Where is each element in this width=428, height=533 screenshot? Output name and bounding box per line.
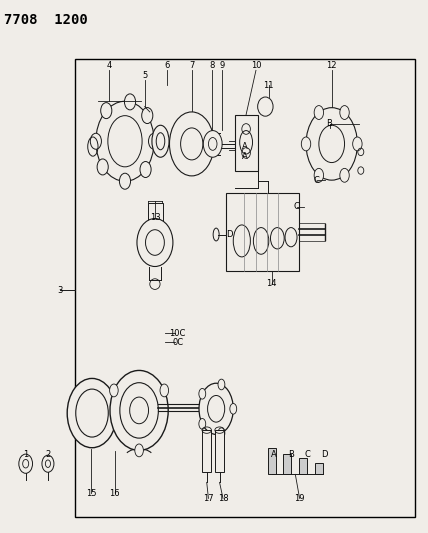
Ellipse shape: [149, 133, 160, 149]
Ellipse shape: [340, 168, 349, 182]
Ellipse shape: [199, 383, 233, 434]
Text: 13: 13: [150, 213, 160, 222]
Text: 14: 14: [267, 279, 277, 288]
Text: 8: 8: [209, 61, 214, 70]
Ellipse shape: [110, 370, 168, 450]
Text: D: D: [321, 450, 328, 458]
Text: 3: 3: [57, 286, 62, 295]
Ellipse shape: [137, 219, 173, 266]
Text: B: B: [288, 450, 294, 458]
Text: A: A: [241, 142, 247, 151]
Text: D: D: [226, 230, 232, 239]
Bar: [226, 193, 299, 271]
Bar: [315, 463, 323, 474]
Text: 1: 1: [23, 450, 28, 458]
Ellipse shape: [314, 168, 324, 182]
Text: 19: 19: [294, 494, 305, 503]
Ellipse shape: [119, 173, 131, 189]
Text: 10: 10: [251, 61, 261, 70]
Ellipse shape: [96, 101, 154, 181]
Text: 0C: 0C: [172, 338, 183, 346]
Ellipse shape: [140, 161, 151, 177]
Text: 16: 16: [110, 489, 120, 497]
Text: 4: 4: [107, 61, 112, 70]
Ellipse shape: [199, 389, 206, 399]
Ellipse shape: [101, 103, 112, 119]
Text: 12: 12: [327, 61, 337, 70]
Ellipse shape: [218, 379, 225, 390]
Text: 5: 5: [142, 71, 147, 80]
Ellipse shape: [67, 378, 117, 448]
Ellipse shape: [301, 137, 311, 151]
Text: 10C: 10C: [169, 329, 186, 337]
Text: C: C: [314, 176, 320, 184]
Text: 11: 11: [264, 81, 274, 90]
Ellipse shape: [42, 455, 54, 472]
Text: C: C: [294, 203, 300, 211]
Ellipse shape: [306, 108, 357, 180]
Ellipse shape: [199, 418, 206, 429]
Ellipse shape: [169, 112, 214, 176]
Text: A: A: [271, 450, 277, 458]
Bar: [148, 203, 163, 224]
Ellipse shape: [230, 403, 237, 414]
Ellipse shape: [135, 444, 143, 457]
Bar: [299, 458, 307, 474]
Ellipse shape: [314, 106, 324, 119]
Ellipse shape: [152, 125, 169, 157]
Bar: [268, 448, 276, 474]
Ellipse shape: [142, 108, 153, 124]
Text: C: C: [304, 450, 310, 458]
Bar: [75, 59, 415, 517]
Ellipse shape: [90, 133, 101, 149]
Ellipse shape: [340, 106, 349, 119]
Ellipse shape: [203, 131, 222, 157]
Ellipse shape: [353, 137, 362, 151]
Text: B: B: [327, 119, 333, 128]
Ellipse shape: [258, 97, 273, 116]
Bar: [283, 454, 291, 474]
Bar: [202, 430, 211, 472]
Ellipse shape: [160, 384, 169, 397]
Ellipse shape: [19, 454, 33, 473]
Text: 18: 18: [218, 494, 228, 503]
Ellipse shape: [125, 94, 136, 110]
Bar: [215, 430, 224, 472]
Text: 6: 6: [164, 61, 169, 70]
Text: 15: 15: [86, 489, 96, 497]
Text: 7: 7: [189, 61, 194, 70]
Ellipse shape: [218, 428, 225, 439]
Text: A: A: [241, 152, 247, 160]
Text: 17: 17: [203, 494, 214, 503]
Ellipse shape: [110, 384, 118, 397]
Text: 7708  1200: 7708 1200: [4, 13, 88, 27]
Bar: [235, 115, 258, 171]
Text: 2: 2: [45, 450, 51, 458]
Ellipse shape: [97, 159, 108, 175]
Text: 9: 9: [219, 61, 224, 70]
